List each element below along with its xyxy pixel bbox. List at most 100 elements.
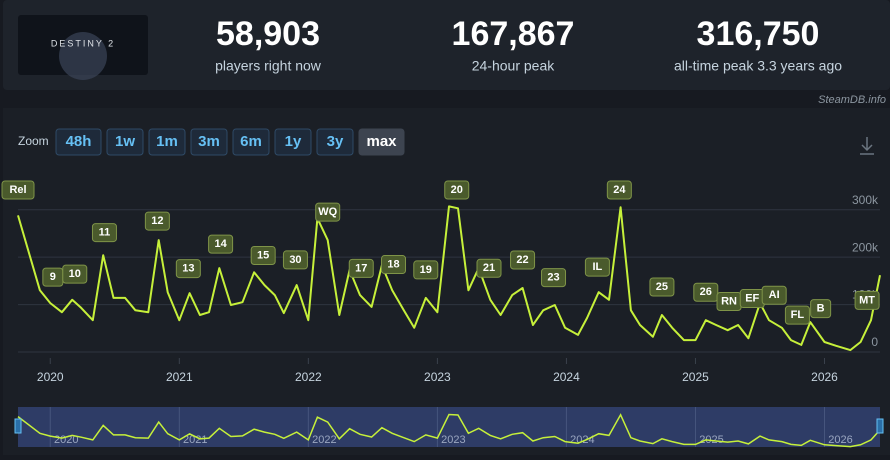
- event-flag[interactable]: EF: [739, 289, 765, 309]
- stat-value: 167,867: [452, 15, 575, 53]
- zoom-button[interactable]: 1w: [106, 128, 144, 156]
- zoom-button-label: 1m: [156, 133, 178, 150]
- event-flag[interactable]: 10: [62, 264, 88, 284]
- event-flag-box: [1, 180, 35, 200]
- event-flag-box: [144, 211, 170, 231]
- event-flag-label: 20: [451, 184, 463, 196]
- navigator-tick-label: 2020: [54, 434, 78, 446]
- stat-value: 58,903: [216, 15, 320, 53]
- event-flag-label: RN: [721, 295, 737, 307]
- event-flag[interactable]: 12: [144, 211, 170, 231]
- event-flag-label: 22: [516, 254, 528, 266]
- event-flag[interactable]: 14: [208, 234, 234, 254]
- event-flag-label: IL: [593, 261, 603, 273]
- event-flag-label: 13: [182, 262, 194, 274]
- event-flag-box: [649, 277, 675, 297]
- event-flag[interactable]: 19: [413, 260, 439, 280]
- zoom-button[interactable]: 3y: [316, 128, 354, 156]
- stat-label: 24-hour peak: [472, 58, 556, 74]
- event-flag-label: 10: [69, 268, 81, 280]
- event-flag[interactable]: WQ: [315, 202, 341, 222]
- event-flag[interactable]: AI: [761, 285, 787, 305]
- event-flag-label: FL: [791, 309, 805, 321]
- event-flag-box: [761, 285, 787, 305]
- navigator-tick-label: 2022: [312, 434, 336, 446]
- event-flag-box: [476, 258, 502, 278]
- event-flag-label: B: [817, 303, 825, 315]
- y-tick-label: 200k: [852, 240, 879, 254]
- event-flag[interactable]: 20: [444, 180, 470, 200]
- navigator-tick-label: 2021: [183, 434, 207, 446]
- event-flag-label: 19: [420, 264, 432, 276]
- zoom-button-bg: [316, 128, 354, 156]
- x-tick-label: 2025: [682, 370, 709, 384]
- x-tick-label: 2023: [424, 370, 451, 384]
- event-flag[interactable]: 25: [649, 277, 675, 297]
- event-flag-label: 12: [151, 215, 163, 227]
- navigator-line: [17, 413, 881, 448]
- event-flag[interactable]: IL: [584, 257, 610, 277]
- event-flag-label: EF: [745, 292, 759, 304]
- event-flag-label: 15: [257, 249, 269, 261]
- event-flag[interactable]: RN: [716, 292, 742, 312]
- event-flag-label: 9: [50, 271, 56, 283]
- event-flag-label: 18: [387, 258, 399, 270]
- event-flag[interactable]: 9: [42, 267, 64, 287]
- event-flag[interactable]: 23: [541, 268, 567, 288]
- zoom-button-bg: [106, 128, 144, 156]
- event-flag-box: [62, 264, 88, 284]
- zoom-label: Zoom: [18, 134, 49, 148]
- stat-label: players right now: [215, 58, 322, 74]
- event-flag[interactable]: 15: [250, 246, 276, 266]
- event-flag[interactable]: 30: [282, 250, 308, 270]
- zoom-button-label: 48h: [66, 133, 92, 150]
- event-flag-label: 26: [700, 286, 712, 298]
- zoom-button-label: 3m: [198, 133, 220, 150]
- y-tick-label: 300k: [852, 193, 879, 207]
- event-flag-box: [413, 260, 439, 280]
- event-flag[interactable]: 11: [91, 223, 117, 243]
- event-flag-box: [693, 282, 719, 302]
- event-flag[interactable]: FL: [784, 305, 810, 325]
- event-flag[interactable]: 13: [175, 259, 201, 279]
- zoom-button-label: 1y: [285, 133, 302, 150]
- zoom-button[interactable]: 1y: [274, 128, 312, 156]
- event-flag[interactable]: 26: [693, 282, 719, 302]
- event-flag[interactable]: 24: [606, 180, 632, 200]
- event-flag[interactable]: 18: [381, 255, 407, 275]
- navigator-handle: [876, 418, 884, 434]
- zoom-button[interactable]: 48h: [55, 128, 102, 156]
- event-flag-label: 30: [289, 254, 301, 266]
- event-flag-box: [510, 250, 536, 270]
- download-icon[interactable]: [860, 137, 874, 155]
- event-flag[interactable]: 22: [510, 250, 536, 270]
- zoom-button[interactable]: 3m: [190, 128, 228, 156]
- navigator-tick-label: 2023: [441, 434, 465, 446]
- zoom-button[interactable]: 6m: [232, 128, 270, 156]
- event-flag-label: 21: [483, 262, 495, 274]
- event-flag-box: [810, 299, 832, 319]
- zoom-button[interactable]: 1m: [148, 128, 186, 156]
- zoom-button-label: 1w: [115, 133, 135, 150]
- stat-value: 316,750: [697, 15, 820, 53]
- event-flag[interactable]: 21: [476, 258, 502, 278]
- event-flag-box: [606, 180, 632, 200]
- event-flag[interactable]: Rel: [1, 180, 35, 200]
- zoom-button-label: 3y: [327, 133, 344, 150]
- event-flag-label: 24: [613, 184, 626, 196]
- x-tick-label: 2021: [166, 370, 193, 384]
- navigator-tick-label: 2024: [570, 434, 594, 446]
- player-count-line: [17, 205, 881, 352]
- event-flag[interactable]: 17: [348, 258, 374, 278]
- y-tick-label: 0: [871, 335, 878, 349]
- zoom-button[interactable]: max: [358, 128, 405, 156]
- watermark: SteamDB.info: [818, 94, 886, 106]
- zoom-button-label: 6m: [240, 133, 262, 150]
- event-flag[interactable]: B: [810, 299, 832, 319]
- navigator-tick-label: 2026: [828, 434, 852, 446]
- event-flag-label: 11: [99, 226, 111, 238]
- zoom-button-bg: [358, 128, 405, 156]
- event-flag-box: [584, 257, 610, 277]
- event-flag[interactable]: MT: [854, 290, 880, 310]
- event-flag-box: [381, 255, 407, 275]
